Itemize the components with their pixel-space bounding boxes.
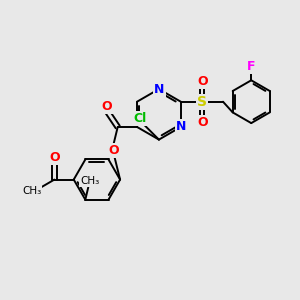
Text: F: F bbox=[247, 60, 256, 73]
Text: N: N bbox=[154, 83, 165, 96]
Text: O: O bbox=[197, 116, 208, 129]
Text: N: N bbox=[176, 120, 187, 133]
Text: CH₃: CH₃ bbox=[80, 176, 99, 186]
Text: O: O bbox=[49, 152, 60, 164]
Text: Cl: Cl bbox=[133, 112, 146, 125]
Text: CH₃: CH₃ bbox=[22, 186, 41, 196]
Text: O: O bbox=[109, 144, 119, 157]
Text: S: S bbox=[197, 95, 207, 109]
Text: O: O bbox=[197, 75, 208, 88]
Text: O: O bbox=[101, 100, 112, 113]
